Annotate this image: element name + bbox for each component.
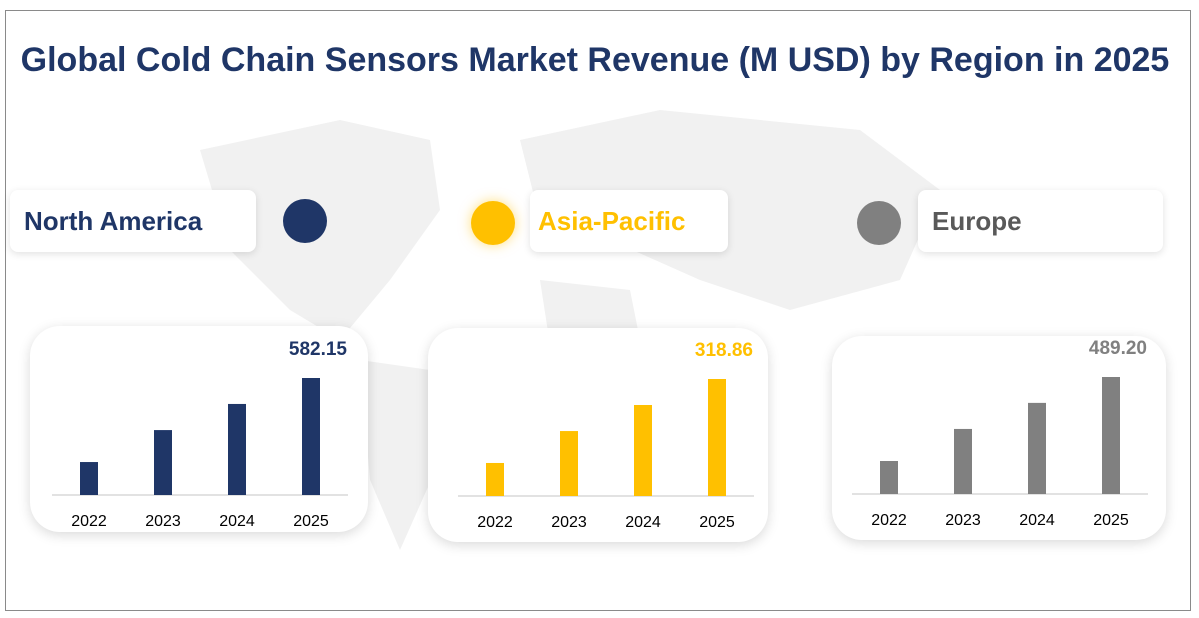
data-label: 489.20 <box>1089 338 1147 359</box>
bar-2025 <box>708 379 726 496</box>
europe-marker <box>857 201 901 245</box>
x-tick-label: 2024 <box>219 513 255 530</box>
bar-2022 <box>880 460 898 494</box>
x-tick-label: 2022 <box>477 514 513 531</box>
chart-frame <box>5 10 1191 611</box>
bar-2023 <box>954 428 972 494</box>
x-tick-label: 2023 <box>551 514 587 531</box>
x-tick-label: 2025 <box>699 514 735 531</box>
north-america-chart: 2022 2023 2024 2025 582.15 <box>30 326 368 532</box>
bar-2023 <box>560 431 578 496</box>
data-label: 318.86 <box>695 340 753 361</box>
data-label: 582.15 <box>289 339 348 360</box>
bar-plot: 2022 2023 2024 2025 582.15 <box>52 339 348 530</box>
bar-plot: 2022 2023 2024 2025 489.20 <box>852 338 1148 529</box>
bar-2022 <box>486 462 504 496</box>
x-tick-label: 2025 <box>1093 512 1129 529</box>
x-tick-label: 2023 <box>145 513 181 530</box>
legend-north-america: North America <box>10 190 256 252</box>
x-tick-label: 2024 <box>1019 512 1055 529</box>
bar-2025 <box>302 378 320 495</box>
x-tick-label: 2022 <box>871 512 907 529</box>
asia-pacific-marker <box>471 201 515 245</box>
legend-europe: Europe <box>918 190 1163 252</box>
bar-2024 <box>1028 402 1046 494</box>
x-tick-label: 2025 <box>293 513 329 530</box>
north-america-marker <box>283 199 327 243</box>
x-tick-label: 2022 <box>71 513 107 530</box>
bar-plot: 2022 2023 2024 2025 318.86 <box>458 340 754 531</box>
bar-2024 <box>634 405 652 496</box>
bar-2023 <box>154 430 172 495</box>
legend-asia-pacific: Asia-Pacific <box>530 190 728 252</box>
bar-2022 <box>80 462 98 495</box>
x-tick-label: 2023 <box>945 512 981 529</box>
europe-chart: 2022 2023 2024 2025 489.20 <box>832 336 1166 540</box>
asia-pacific-chart: 2022 2023 2024 2025 318.86 <box>428 328 768 542</box>
bar-2024 <box>228 403 246 495</box>
x-tick-label: 2024 <box>625 514 661 531</box>
bar-2025 <box>1102 377 1120 494</box>
chart-title: Global Cold Chain Sensors Market Revenue… <box>20 41 1170 79</box>
